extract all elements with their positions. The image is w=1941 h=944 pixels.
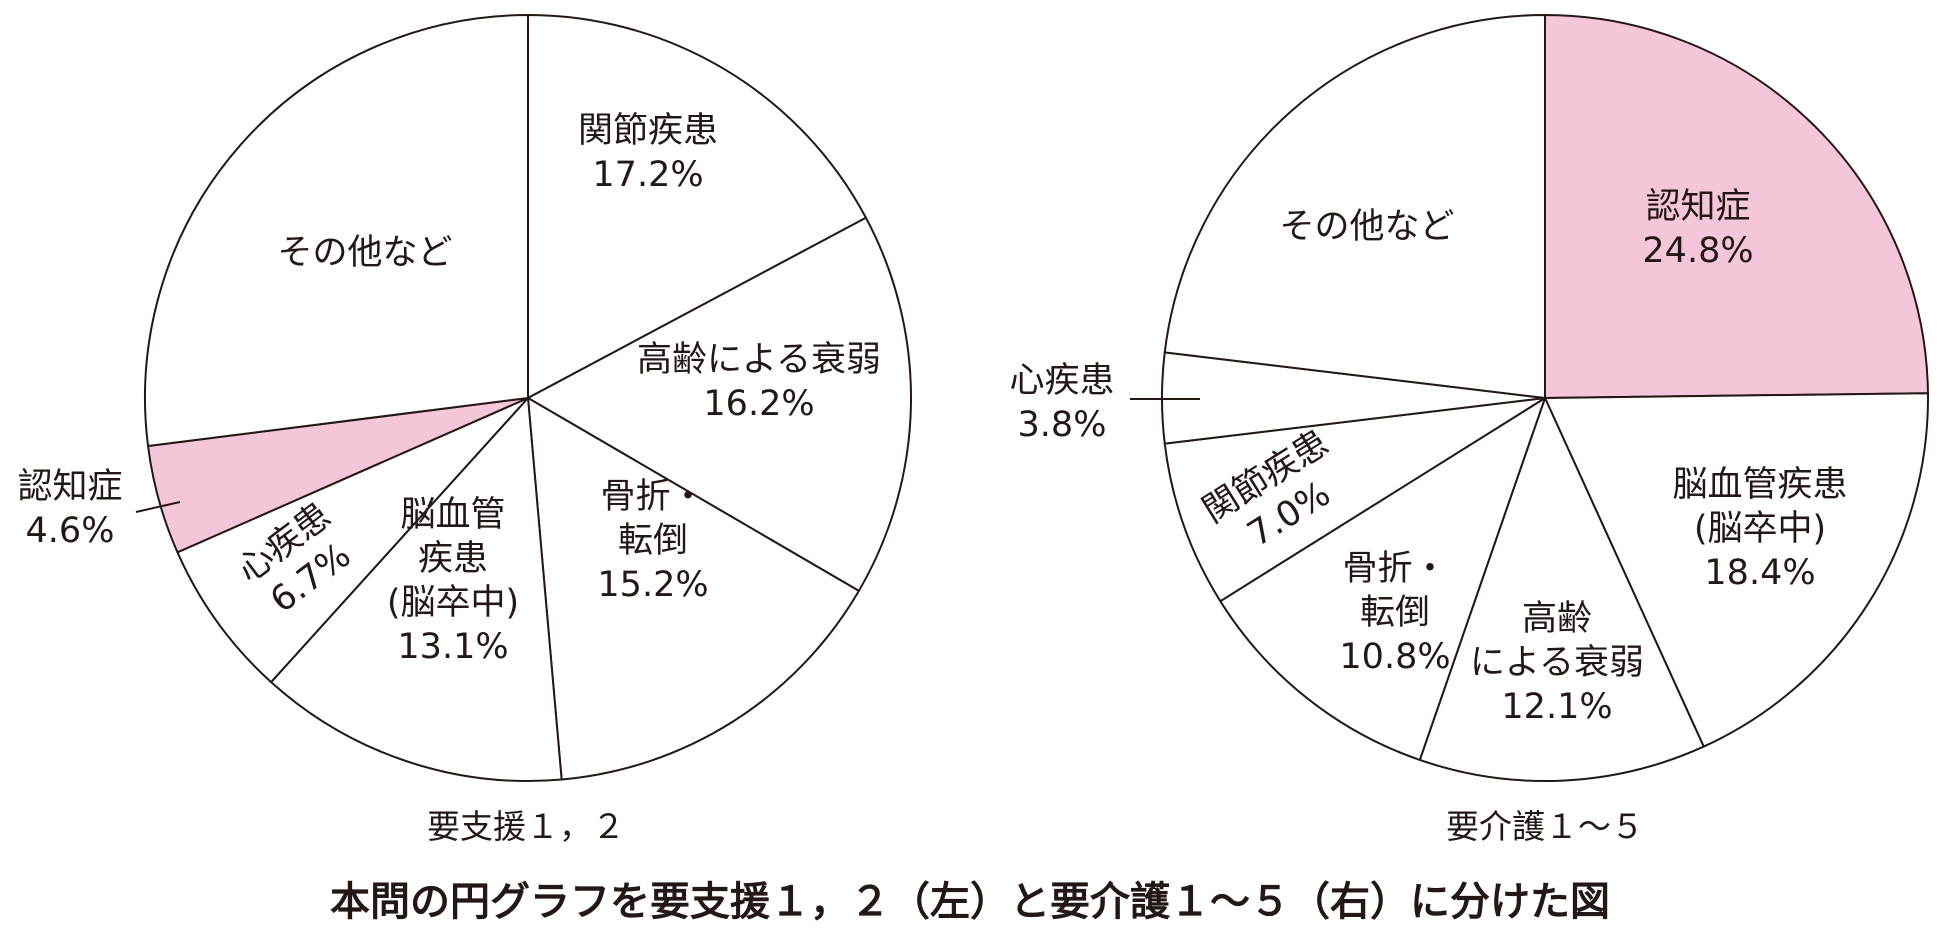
slice-label: 脳血管疾患 xyxy=(1672,465,1847,505)
data-label: 16.2% xyxy=(703,384,814,424)
slice-label-group: 脳血管疾患(脳卒中)18.4% xyxy=(1672,465,1847,593)
pie-slice xyxy=(527,216,912,592)
pie-chart-long-term-care: 認知症24.8%脳血管疾患(脳卒中)18.4%高齢による衰弱12.1%骨折・転倒… xyxy=(1009,14,1929,782)
data-label: 15.2% xyxy=(597,565,708,605)
slice-label: 脳血管 xyxy=(400,495,505,535)
data-label: 10.8% xyxy=(1339,637,1450,677)
slice-label: その他など xyxy=(277,233,452,273)
pie-slice xyxy=(1418,397,1705,782)
slice-label-group: その他など xyxy=(277,233,452,273)
slice-label: (脳卒中) xyxy=(1694,509,1826,549)
slice-label: 高齢 xyxy=(1522,599,1592,639)
data-label: 3.8% xyxy=(1018,405,1107,445)
slice-label: 高齢による衰弱 xyxy=(637,340,881,380)
pie-slice xyxy=(1163,397,1546,603)
data-label: 18.4% xyxy=(1704,553,1815,593)
data-label: 24.8% xyxy=(1642,231,1753,271)
slice-label: (脳卒中) xyxy=(387,583,519,623)
slice-label: 心疾患 xyxy=(1009,361,1114,401)
slice-label: その他など xyxy=(1279,207,1454,247)
data-label: 17.2% xyxy=(592,155,703,195)
pie-slice xyxy=(527,14,867,399)
slice-label-group: その他など xyxy=(1279,207,1454,247)
pie-caption-care-support: 要支援１，２ xyxy=(427,807,625,846)
pie-slice xyxy=(1544,392,1929,748)
figure-title: 本問の円グラフを要支援１，２（左）と要介護１～５（右）に分けた図 xyxy=(330,879,1610,925)
slice-label: による衰弱 xyxy=(1470,643,1644,683)
slice-label: 認知症 xyxy=(1645,187,1750,227)
pie-slice xyxy=(144,14,529,447)
slice-label: 認知症 xyxy=(17,467,122,507)
pie-slice xyxy=(1163,14,1546,399)
slice-label: 関節疾患 xyxy=(578,111,718,151)
slice-label-group: 脳血管疾患(脳卒中)13.1% xyxy=(387,495,519,667)
data-label: 4.6% xyxy=(26,511,115,551)
slice-label: 転倒 xyxy=(1360,593,1430,633)
pie-slice xyxy=(527,397,860,781)
slice-label: 骨折・ xyxy=(600,477,705,517)
pie-slice xyxy=(176,397,529,684)
pie-slice xyxy=(1544,14,1929,399)
pie-slice xyxy=(270,397,563,782)
leader-line xyxy=(135,501,181,513)
slice-label: 疾患 xyxy=(418,539,488,579)
data-label: 13.1% xyxy=(397,627,508,667)
slice-label: 転倒 xyxy=(618,521,688,561)
pie-caption-long-term-care: 要介護１～５ xyxy=(1446,807,1644,846)
slice-label: 骨折・ xyxy=(1342,549,1447,589)
data-label: 12.1% xyxy=(1501,687,1612,727)
pie-slice xyxy=(1219,397,1546,761)
